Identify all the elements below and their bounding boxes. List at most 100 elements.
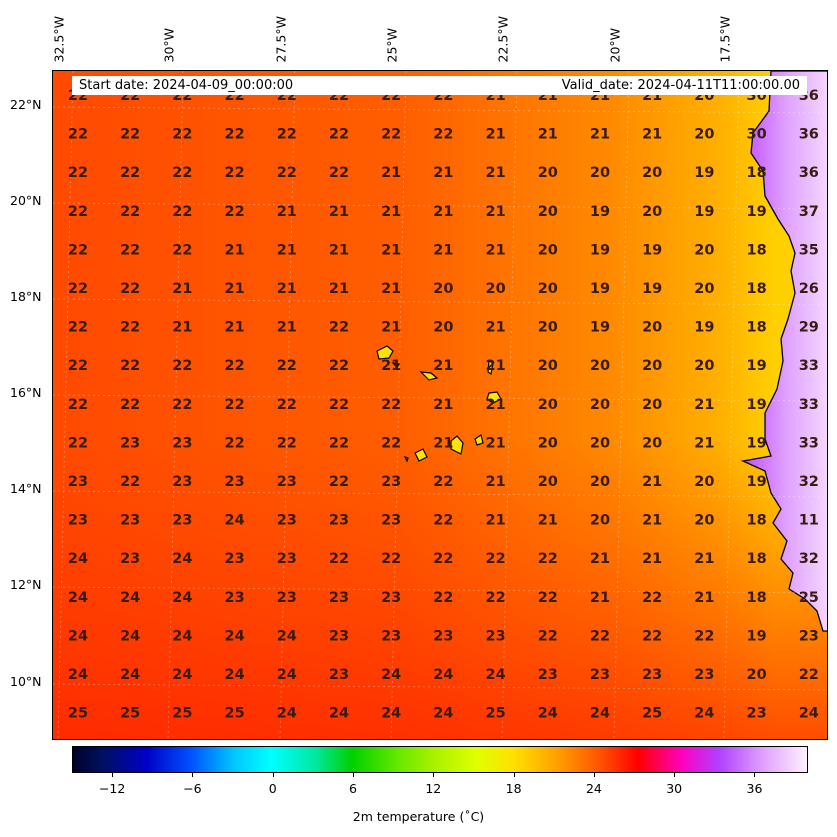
temperature-value: 21 <box>381 242 401 258</box>
temperature-value: 22 <box>225 435 245 451</box>
temperature-value: 24 <box>381 667 401 683</box>
temperature-value: 21 <box>694 590 714 606</box>
temperature-value: 21 <box>590 590 610 606</box>
temperature-value: 22 <box>277 397 297 413</box>
longitude-label: 17.5°W <box>717 16 733 63</box>
temperature-value: 21 <box>642 127 662 143</box>
temperature-value: 22 <box>225 165 245 181</box>
temperature-value: 24 <box>68 667 88 683</box>
temperature-value: 22 <box>381 397 401 413</box>
temperature-value: 22 <box>538 628 558 644</box>
temperature-value: 24 <box>277 628 297 644</box>
temperature-value: 21 <box>381 204 401 220</box>
temperature-value: 20 <box>694 242 714 258</box>
temperature-value: 25 <box>642 706 662 722</box>
temperature-value: 21 <box>590 127 610 143</box>
latitude-label: 16°N <box>10 385 42 400</box>
temperature-value: 23 <box>172 474 192 490</box>
temperature-value: 21 <box>225 281 245 297</box>
temperature-value: 23 <box>433 628 453 644</box>
temperature-value: 22 <box>329 551 349 567</box>
colorbar-tick-label: −6 <box>183 781 202 796</box>
temperature-value: 24 <box>277 706 297 722</box>
temperature-value: 21 <box>486 204 506 220</box>
temperature-value: 25 <box>68 706 88 722</box>
temperature-map: 22 22 22 22 22 22 22 22 21 21 21 21 20 30 36 22 22 22 22 22… <box>53 71 827 739</box>
temperature-value: 20 <box>642 204 662 220</box>
colorbar-tick <box>513 773 515 777</box>
temperature-value: 24 <box>225 667 245 683</box>
temperature-value: 20 <box>590 165 610 181</box>
temperature-value: 22 <box>381 127 401 143</box>
temperature-value: 22 <box>225 127 245 143</box>
temperature-value: 23 <box>486 628 506 644</box>
temperature-value: 22 <box>172 165 192 181</box>
temperature-value: 22 <box>68 204 88 220</box>
temperature-value: 24 <box>277 667 297 683</box>
temperature-value: 24 <box>799 706 819 722</box>
temperature-value: 20 <box>590 358 610 374</box>
temperature-value: 23 <box>381 628 401 644</box>
temperature-value: 19 <box>642 281 662 297</box>
temperature-value: 23 <box>747 706 767 722</box>
temperature-value: 22 <box>329 320 349 336</box>
temperature-value: 21 <box>486 358 506 374</box>
temperature-value: 20 <box>538 358 558 374</box>
temperature-value: 23 <box>225 590 245 606</box>
temperature-value: 22 <box>277 358 297 374</box>
temperature-value: 23 <box>694 667 714 683</box>
map-panel: 22 22 22 22 22 22 22 22 21 21 21 21 20 30 36 22 22 22 22 22… <box>52 70 828 740</box>
temperature-value: 20 <box>486 281 506 297</box>
colorbar-tick-label: 36 <box>746 781 763 796</box>
temperature-value: 22 <box>433 590 453 606</box>
longitude-label: 20°W <box>607 27 623 63</box>
temperature-value: 18 <box>747 590 767 606</box>
temperature-value: 21 <box>381 320 401 336</box>
temperature-value: 19 <box>747 358 767 374</box>
temperature-value: 24 <box>68 551 88 567</box>
latitude-label: 14°N <box>10 481 42 496</box>
temperature-value: 21 <box>486 474 506 490</box>
temperature-value: 22 <box>329 397 349 413</box>
temperature-value: 22 <box>486 551 506 567</box>
temperature-value: 20 <box>433 281 453 297</box>
temperature-value: 24 <box>68 590 88 606</box>
temperature-value: 21 <box>486 513 506 529</box>
temperature-value: 20 <box>694 358 714 374</box>
temperature-value: 21 <box>694 551 714 567</box>
temperature-value: 24 <box>381 706 401 722</box>
temperature-value: 22 <box>68 397 88 413</box>
temperature-value: 22 <box>381 551 401 567</box>
temperature-value: 21 <box>329 204 349 220</box>
temperature-value: 20 <box>590 513 610 529</box>
temperature-value: 24 <box>486 667 506 683</box>
temperature-value: 22 <box>486 590 506 606</box>
temperature-value: 22 <box>120 358 140 374</box>
temperature-value: 23 <box>277 551 297 567</box>
temperature-value: 19 <box>590 204 610 220</box>
southern-warm-field <box>53 71 827 739</box>
temperature-value: 20 <box>694 513 714 529</box>
temperature-value: 22 <box>225 358 245 374</box>
temperature-value: 11 <box>799 513 819 529</box>
temperature-value: 24 <box>590 706 610 722</box>
date-info-bar: Start date: 2024-04-09_00:00:00 Valid_da… <box>72 76 807 95</box>
temperature-value: 21 <box>486 127 506 143</box>
temperature-value: 22 <box>68 281 88 297</box>
temperature-value: 19 <box>694 165 714 181</box>
temperature-value: 21 <box>486 397 506 413</box>
temperature-value: 36 <box>799 127 819 143</box>
temperature-value: 20 <box>538 397 558 413</box>
temperature-value: 24 <box>120 628 140 644</box>
temperature-value: 21 <box>277 281 297 297</box>
temperature-value: 20 <box>747 667 767 683</box>
temperature-value: 19 <box>747 474 767 490</box>
start-date-label: Start date: 2024-04-09_00:00:00 <box>79 78 294 93</box>
temperature-value: 23 <box>329 590 349 606</box>
temperature-value: 22 <box>225 204 245 220</box>
temperature-value: 18 <box>747 242 767 258</box>
temperature-value: 21 <box>225 242 245 258</box>
temperature-value: 20 <box>538 204 558 220</box>
temperature-value: 21 <box>486 435 506 451</box>
temperature-value: 19 <box>590 281 610 297</box>
